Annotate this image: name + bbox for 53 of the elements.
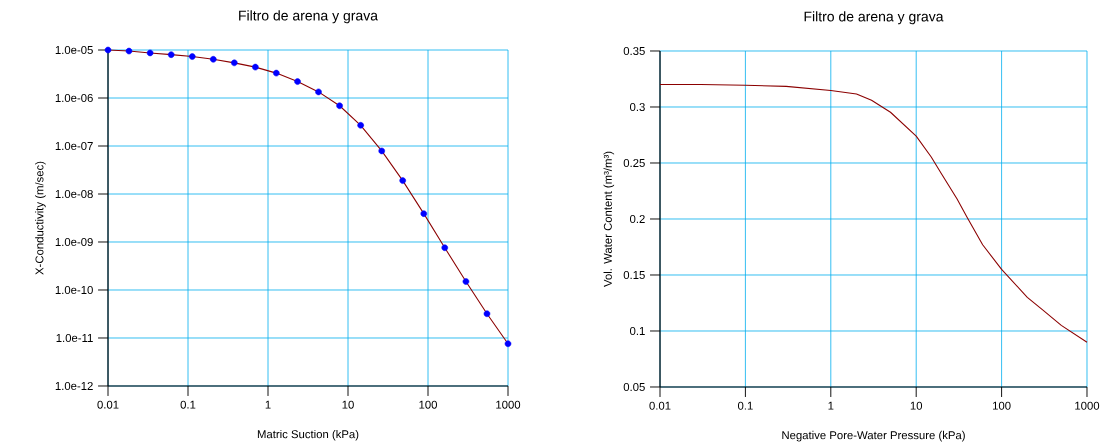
y-tick-label: 0.2 xyxy=(629,214,645,223)
x-tick-label: 100 xyxy=(419,400,438,409)
y-tick-label: 1.0e-10 xyxy=(55,285,93,294)
point xyxy=(399,177,406,184)
point xyxy=(462,278,470,285)
y-axis-title: X-Conductivity (m/sec) xyxy=(35,161,46,275)
chart-title: Filtro de arena y grava xyxy=(239,10,379,24)
x-axis-title: Negative Pore-Water Pressure (kPa) xyxy=(782,430,965,442)
y-tick-label: 1.0e-05 xyxy=(55,46,93,55)
point xyxy=(378,147,385,155)
x-axis-title: Matric Suction (kPa) xyxy=(257,429,359,441)
y-tick-label: 0.05 xyxy=(623,382,645,391)
point xyxy=(231,59,238,67)
y-axis-title: Vol. Water Content (m³/m³) xyxy=(603,151,615,287)
point xyxy=(336,102,343,110)
y-tick-label: 1.0e-08 xyxy=(55,190,93,199)
point xyxy=(315,88,322,96)
point xyxy=(104,46,112,54)
x-tick-label: 10 xyxy=(910,401,923,410)
x-tick-label: 1000 xyxy=(496,400,521,409)
y-tick-label: 1.0e-06 xyxy=(55,94,93,103)
point xyxy=(252,63,259,71)
point xyxy=(210,56,217,63)
x-tick-label: 0.1 xyxy=(737,401,753,410)
x-tick-label: 10 xyxy=(342,400,354,409)
point xyxy=(188,53,196,60)
y-tick-label: 1.0e-11 xyxy=(56,333,93,342)
x-tick-label: 0.1 xyxy=(180,400,196,409)
y-tick-label: 0.1 xyxy=(629,326,645,335)
point xyxy=(483,310,491,318)
chart-title: Filtro de arena y grava xyxy=(804,11,944,25)
y-tick-label: 1.0e-12 xyxy=(55,381,93,390)
y-tick-label: 1.0e-07 xyxy=(55,142,93,151)
y-tick-label: 1.0e-09 xyxy=(55,238,93,246)
point xyxy=(357,122,364,129)
y-tick-label: 0.25 xyxy=(623,158,645,167)
point xyxy=(441,244,449,251)
y-tick-label: 0.3 xyxy=(629,102,645,111)
x-tick-label: 0.01 xyxy=(649,401,671,410)
x-tick-label: 1 xyxy=(828,401,834,410)
x-tick-label: 1000 xyxy=(1075,401,1100,410)
x-tick-label: 1 xyxy=(265,400,271,409)
point xyxy=(167,51,175,58)
x-tick-label: 0.01 xyxy=(97,400,119,409)
x-tick-label: 100 xyxy=(993,401,1011,410)
point xyxy=(146,49,154,57)
point xyxy=(294,78,301,85)
y-tick-label: 0.15 xyxy=(623,270,645,279)
point xyxy=(273,69,280,77)
point xyxy=(125,47,133,55)
point xyxy=(420,210,428,217)
point xyxy=(504,340,512,347)
y-tick-label: 0.35 xyxy=(623,46,645,55)
